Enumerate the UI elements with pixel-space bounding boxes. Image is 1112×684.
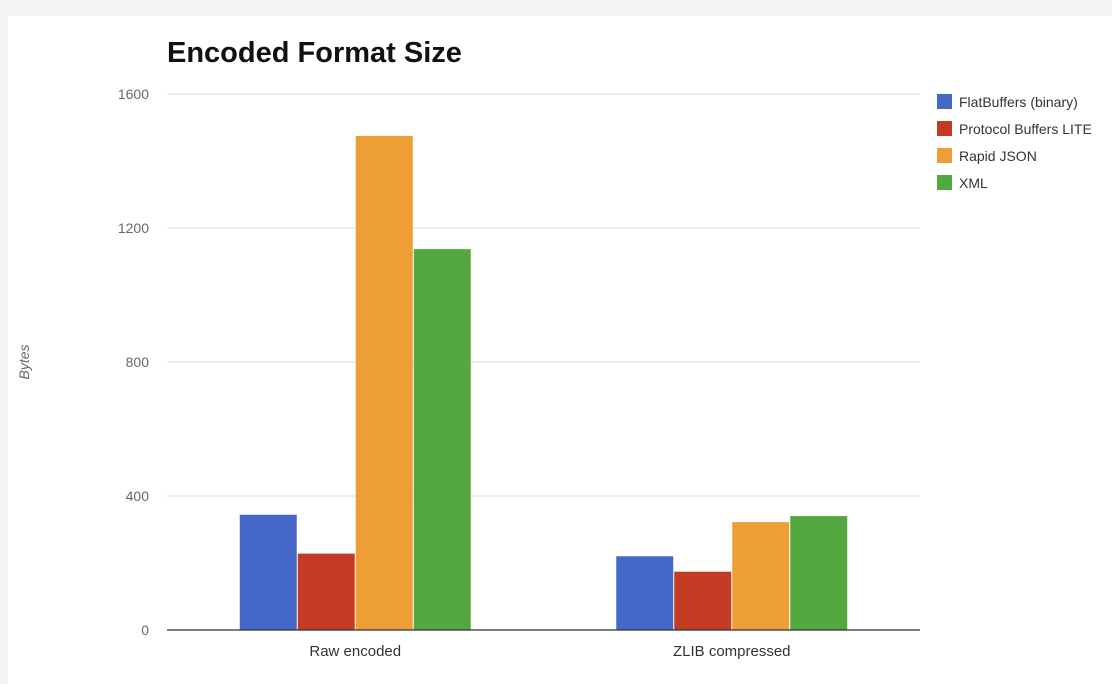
x-category-label: ZLIB compressed <box>673 643 791 660</box>
y-tick-label: 1600 <box>118 86 149 102</box>
legend-label: XML <box>959 175 988 191</box>
legend-swatch <box>937 121 952 136</box>
y-tick-label: 800 <box>126 354 150 370</box>
legend-swatch <box>937 148 952 163</box>
bar <box>355 135 413 630</box>
y-axis-tick-labels: 0 400 800 1200 1600 <box>118 86 149 638</box>
x-axis-category-labels: Raw encoded ZLIB compressed <box>309 643 790 660</box>
legend-label: FlatBuffers (binary) <box>959 94 1078 110</box>
bar <box>239 514 297 630</box>
bar <box>674 571 732 630</box>
y-axis-title: Bytes <box>16 344 32 379</box>
y-tick-label: 0 <box>141 622 149 638</box>
chart-background <box>8 16 1112 684</box>
x-category-label: Raw encoded <box>309 643 401 660</box>
chart-title: Encoded Format Size <box>167 37 462 69</box>
bar <box>790 516 848 630</box>
bar <box>732 522 790 630</box>
bar <box>297 553 355 630</box>
legend-swatch <box>937 175 952 190</box>
y-tick-label: 1200 <box>118 220 149 236</box>
bar <box>413 249 471 631</box>
y-tick-label: 400 <box>126 488 150 504</box>
legend-swatch <box>937 94 952 109</box>
gridlines <box>167 93 920 497</box>
bars <box>239 135 848 631</box>
bar <box>616 556 674 630</box>
legend-label: Rapid JSON <box>959 148 1037 164</box>
legend-label: Protocol Buffers LITE <box>959 121 1092 137</box>
legend: FlatBuffers (binary) Protocol Buffers LIT… <box>937 94 1092 191</box>
